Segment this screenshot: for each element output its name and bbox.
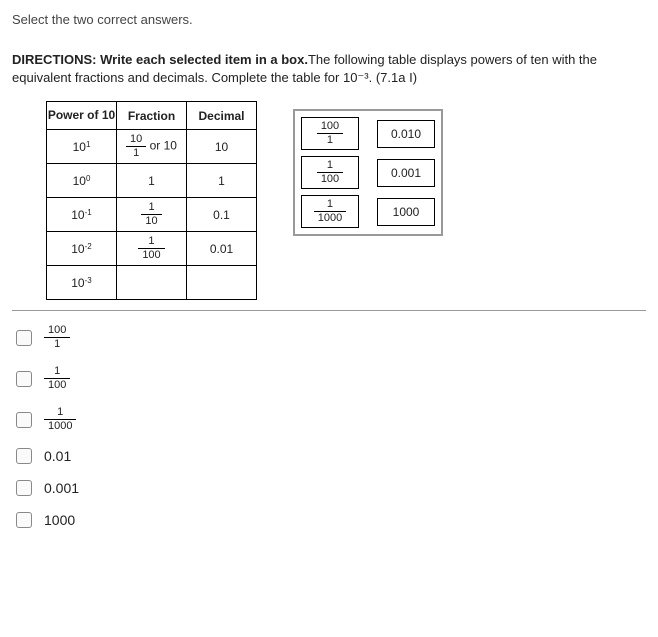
checkbox[interactable] [16, 512, 32, 528]
option-5[interactable]: 0.001 [16, 480, 646, 496]
cell-decimal-blank[interactable] [187, 266, 257, 300]
checkbox[interactable] [16, 448, 32, 464]
cell-decimal: 10 [187, 130, 257, 164]
table-row: 101 101 or 10 10 [47, 130, 257, 164]
option-6[interactable]: 1000 [16, 512, 646, 528]
fraction: 110 [141, 202, 161, 227]
option-label: 1000 [44, 512, 75, 528]
content-row: Power of 10 Fraction Decimal 101 101 or … [12, 101, 646, 300]
header-power: Power of 10 [47, 102, 117, 130]
cell-power: 101 [47, 130, 117, 164]
power-exp: 1 [86, 140, 90, 149]
cell-decimal: 0.01 [187, 232, 257, 266]
power-exp: -3 [85, 276, 92, 285]
frac-den: 100 [138, 249, 164, 261]
frac-num: 1 [44, 366, 70, 379]
directions-text: DIRECTIONS: Write each selected item in … [12, 51, 646, 87]
checkbox[interactable] [16, 371, 32, 387]
frac-den: 100 [44, 379, 70, 391]
cell-fraction: 1100 [117, 232, 187, 266]
tile-frac-100-1[interactable]: 1001 [301, 117, 359, 150]
powers-table: Power of 10 Fraction Decimal 101 101 or … [46, 101, 257, 300]
power-exp: 0 [86, 174, 90, 183]
power-base: 10 [71, 276, 84, 290]
option-1[interactable]: 1001 [16, 325, 646, 350]
answer-tiles-panel: 1001 0.010 1100 0.001 11000 1000 [293, 109, 443, 236]
checkbox[interactable] [16, 480, 32, 496]
table-row: 10-3 [47, 266, 257, 300]
table-row: 10-1 110 0.1 [47, 198, 257, 232]
separator [12, 310, 646, 311]
option-label: 0.01 [44, 448, 71, 464]
option-2[interactable]: 1100 [16, 366, 646, 391]
frac-num: 1 [314, 199, 346, 212]
checkbox[interactable] [16, 330, 32, 346]
header-decimal: Decimal [187, 102, 257, 130]
power-exp: -1 [85, 208, 92, 217]
fraction: 101 [126, 134, 146, 159]
table-row: 100 1 1 [47, 164, 257, 198]
tile-frac-1-1000[interactable]: 11000 [301, 195, 359, 228]
frac-den: 100 [317, 173, 343, 185]
header-power-label: Power of 10 [48, 108, 115, 122]
cell-decimal: 0.1 [187, 198, 257, 232]
power-base: 10 [73, 140, 86, 154]
frac-num: 100 [44, 325, 70, 338]
cell-fraction-blank[interactable] [117, 266, 187, 300]
frac-num: 100 [317, 121, 343, 134]
tile-frac-1-100[interactable]: 1100 [301, 156, 359, 189]
option-3[interactable]: 11000 [16, 407, 646, 432]
cell-decimal: 1 [187, 164, 257, 198]
cell-power: 10-1 [47, 198, 117, 232]
option-label: 11000 [44, 407, 76, 432]
frac-den: 1 [44, 338, 70, 350]
table-row: 10-2 1100 0.01 [47, 232, 257, 266]
option-4[interactable]: 0.01 [16, 448, 646, 464]
tile-0010[interactable]: 0.010 [377, 120, 435, 148]
option-label: 1001 [44, 325, 70, 350]
instruction-text: Select the two correct answers. [12, 12, 646, 27]
frac-num: 1 [317, 160, 343, 173]
directions-bold: DIRECTIONS: Write each selected item in … [12, 52, 308, 67]
cell-power: 100 [47, 164, 117, 198]
frac-num: 1 [138, 236, 164, 249]
cell-fraction: 1 [117, 164, 187, 198]
header-fraction: Fraction [117, 102, 187, 130]
option-label: 1100 [44, 366, 70, 391]
frac-den: 1000 [314, 212, 346, 224]
frac-den: 10 [141, 215, 161, 227]
checkbox[interactable] [16, 412, 32, 428]
power-base: 10 [71, 208, 84, 222]
fraction: 1100 [138, 236, 164, 261]
cell-power: 10-2 [47, 232, 117, 266]
power-base: 10 [73, 174, 86, 188]
frac-den: 1000 [44, 420, 76, 432]
cell-fraction: 110 [117, 198, 187, 232]
power-base: 10 [71, 242, 84, 256]
tile-1000[interactable]: 1000 [377, 198, 435, 226]
power-exp: -2 [85, 242, 92, 251]
cell-power: 10-3 [47, 266, 117, 300]
frac-num: 1 [44, 407, 76, 420]
option-label: 0.001 [44, 480, 79, 496]
tile-0001[interactable]: 0.001 [377, 159, 435, 187]
frac-num: 1 [141, 202, 161, 215]
answer-options: 1001 1100 11000 0.01 0.001 1000 [16, 325, 646, 528]
cell-fraction: 101 or 10 [117, 130, 187, 164]
frac-den: 1 [317, 134, 343, 146]
